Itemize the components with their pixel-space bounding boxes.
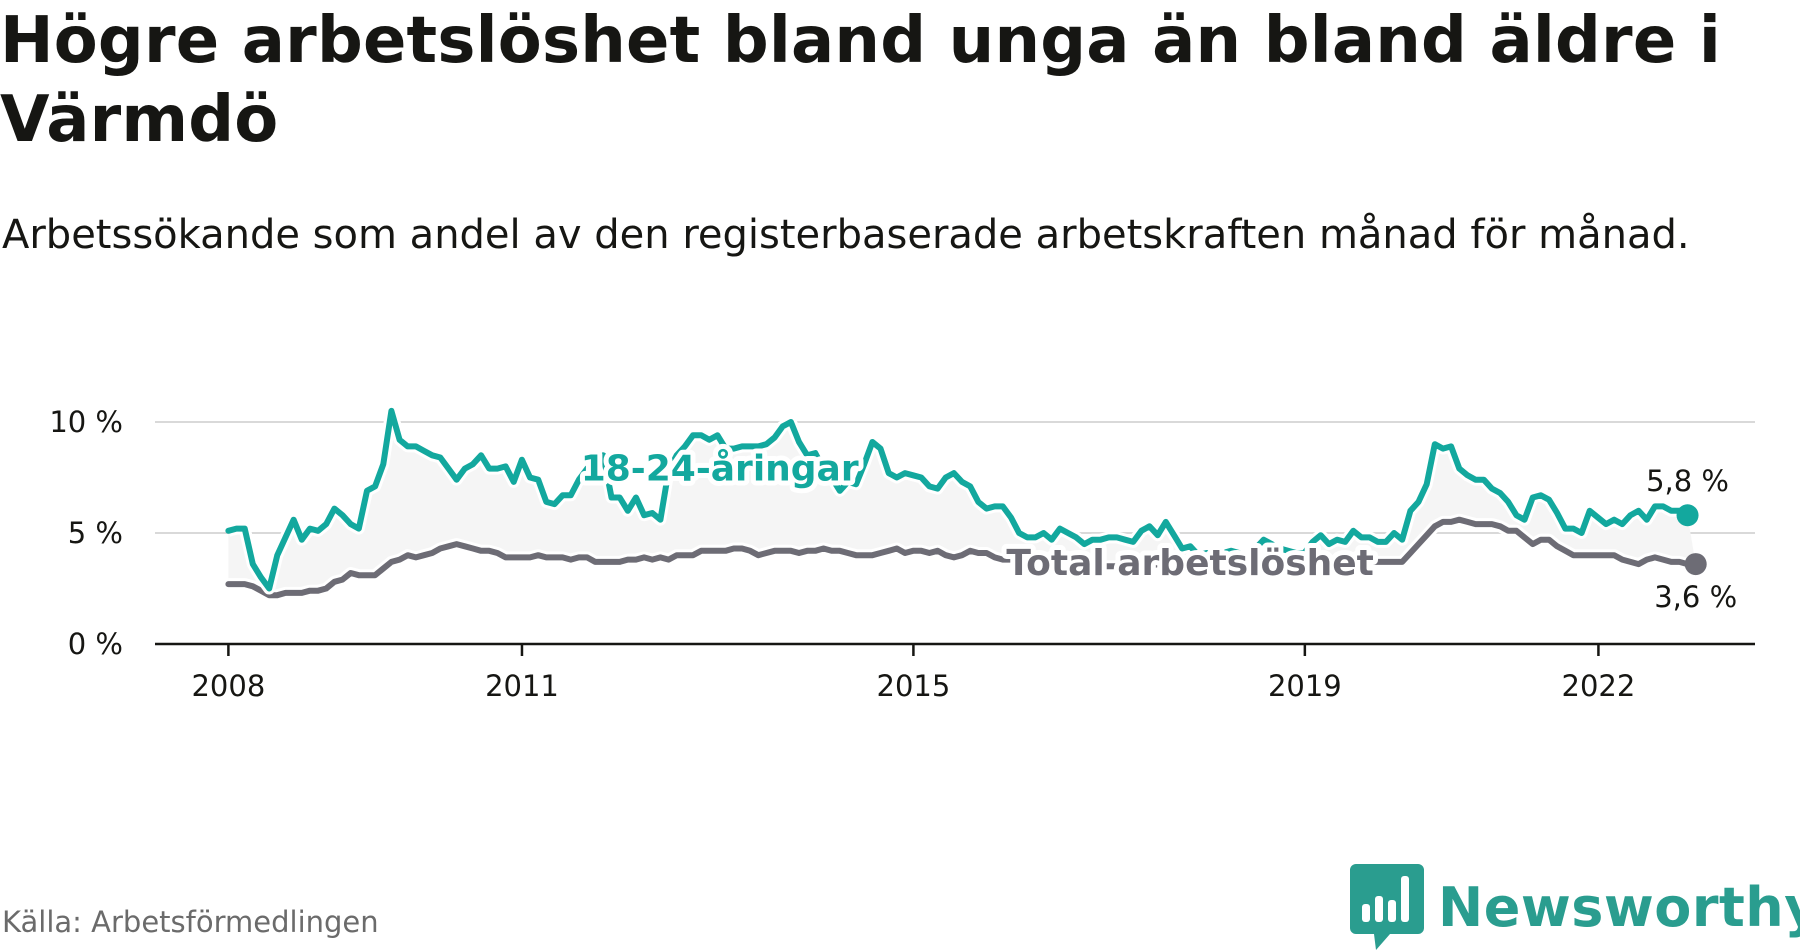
young-series-line	[225, 407, 1691, 592]
brand-name: Newsworthy	[1438, 875, 1800, 939]
x-tick-label: 2022	[1562, 669, 1636, 703]
x-tick-label: 2019	[1268, 669, 1342, 703]
bar-chart-bubble-icon	[1350, 864, 1424, 950]
total-series-label: Total arbetslöshet	[1006, 543, 1374, 584]
x-tick-label: 2015	[877, 669, 951, 703]
line-chart: 0 % 5 % 10 % 2008 2011 2015 2019 2022 18-24-år…	[49, 404, 1755, 703]
newsworthy-logo: Newsworthy	[1350, 862, 1800, 952]
total-end-value-label: 3,6 %	[1654, 580, 1737, 614]
x-tick-label: 2008	[191, 669, 265, 703]
x-tick-label: 2011	[485, 669, 559, 703]
total-end-point	[1684, 553, 1707, 576]
y-tick-label: 10 %	[49, 405, 123, 439]
x-axis-ticks: 2008 2011 2015 2019 2022	[191, 644, 1635, 703]
gap-area	[228, 410, 1696, 596]
source-note: Källa: Arbetsförmedlingen	[2, 905, 379, 939]
young-series-label: 18-24-åringar	[581, 449, 859, 490]
young-end-point	[1676, 504, 1699, 527]
young-end-value-label: 5,8 %	[1646, 464, 1729, 498]
y-tick-label: 5 %	[68, 516, 123, 550]
chart-subtitle: Arbetssökande som andel av den registerb…	[2, 212, 1690, 258]
y-axis-ticks: 0 % 5 % 10 %	[49, 405, 123, 661]
total-series-line	[225, 516, 1699, 599]
chart-title: Högre arbetslöshet bland unga än bland ä…	[0, 4, 1722, 157]
y-tick-label: 0 %	[68, 627, 123, 661]
